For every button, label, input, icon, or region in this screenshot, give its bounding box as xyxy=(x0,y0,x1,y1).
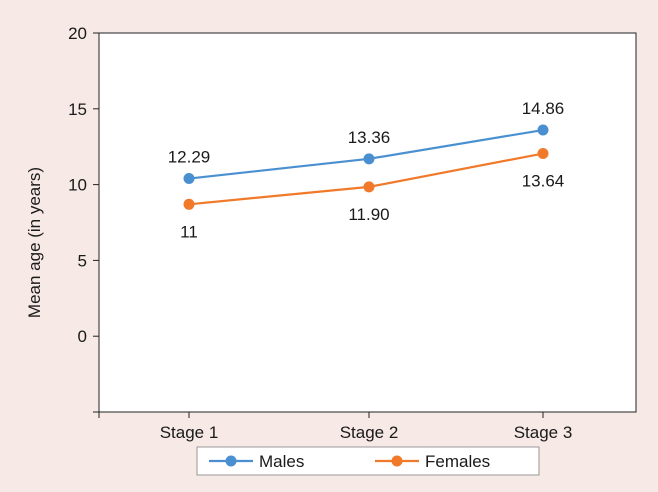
y-tick-label: 5 xyxy=(78,251,87,270)
y-tick-label: 0 xyxy=(78,327,87,346)
plot-area xyxy=(98,32,637,413)
data-label: 13.36 xyxy=(348,128,391,147)
data-label: 11 xyxy=(180,222,198,241)
data-point-males xyxy=(363,153,375,165)
data-point-males xyxy=(183,173,195,185)
y-axis-label: Mean age (in years) xyxy=(25,167,44,318)
y-tick-label: 20 xyxy=(68,24,87,43)
y-tick-label: 10 xyxy=(68,176,87,195)
data-label: 11.90 xyxy=(348,205,389,224)
legend-marker-females xyxy=(391,455,403,467)
legend-label-males: Males xyxy=(259,452,304,471)
data-point-females xyxy=(183,198,195,210)
x-tick-label: Stage 3 xyxy=(514,423,573,442)
x-tick-label: Stage 2 xyxy=(340,423,399,442)
y-tick-label: 15 xyxy=(68,100,87,119)
data-label: 12.29 xyxy=(168,148,211,167)
legend xyxy=(196,446,540,476)
data-point-males xyxy=(537,124,549,136)
legend-marker-males xyxy=(225,455,237,467)
legend-label-females: Females xyxy=(425,452,490,471)
data-point-females xyxy=(537,148,549,160)
x-tick-label: Stage 1 xyxy=(160,423,219,442)
data-label: 13.64 xyxy=(522,172,565,191)
data-point-females xyxy=(363,181,375,193)
data-label: 14.86 xyxy=(522,99,565,118)
